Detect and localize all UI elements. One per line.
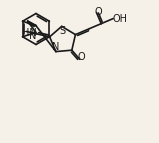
Text: HN: HN: [21, 28, 36, 38]
Text: N: N: [29, 31, 37, 41]
Text: N: N: [52, 42, 60, 52]
Text: O: O: [78, 52, 86, 62]
Text: O: O: [95, 7, 102, 17]
Text: S: S: [60, 26, 66, 36]
Text: OH: OH: [113, 14, 128, 24]
